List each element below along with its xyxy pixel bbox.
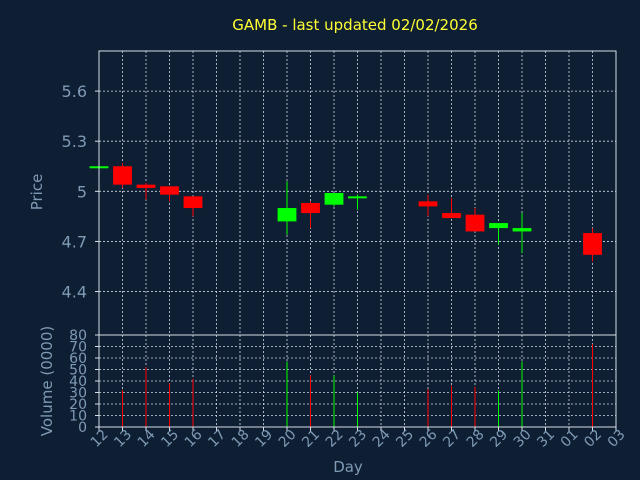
volume-tick-label: 70: [69, 340, 87, 356]
candle-body: [489, 223, 508, 229]
volume-tick-label: 0: [78, 420, 87, 436]
candlesticks: [89, 162, 602, 262]
price-tick-label: 5.3: [62, 132, 87, 151]
candle-body: [136, 184, 156, 188]
x-tick-label: 03: [605, 427, 629, 451]
candle-body: [465, 214, 485, 232]
x-tick-label: 31: [534, 427, 558, 451]
x-axis-label: Day: [333, 458, 363, 476]
price-axis-label: Price: [28, 174, 46, 211]
x-tick-label: 27: [440, 427, 464, 451]
x-tick-label: 29: [487, 427, 511, 451]
x-tick-label: 25: [393, 427, 417, 451]
x-tick-label: 16: [182, 427, 206, 451]
x-tick-label: 15: [158, 427, 182, 451]
x-axis-ticks: 12 13 14 15 16 17 18 19 20 21 22 23 24 25 26 27 28 29 30 31…: [88, 427, 629, 451]
x-tick-label: 26: [417, 427, 441, 451]
volume-tick-label: 30: [69, 386, 87, 402]
x-tick-label: 20: [276, 427, 300, 451]
candle-body: [301, 203, 320, 214]
x-tick-label: 12: [88, 427, 112, 451]
candle-body: [512, 228, 532, 232]
x-tick-label: 19: [252, 427, 276, 451]
x-tick-label: 30: [511, 427, 535, 451]
x-tick-label: 18: [229, 427, 253, 451]
candle-body: [113, 166, 132, 185]
x-tick-label: 14: [135, 427, 159, 451]
volume-tick-label: 20: [69, 397, 87, 413]
price-grid: [99, 51, 616, 335]
price-y-ticks: 4.4 4.7 5 5.3 5.6: [62, 82, 99, 302]
candle-body: [418, 201, 438, 207]
volume-tick-label: 10: [69, 409, 87, 425]
x-tick-label: 13: [111, 427, 135, 451]
volume-tick-label: 50: [69, 363, 87, 379]
volume-tick-label: 60: [69, 351, 87, 367]
price-panel: 4.4 4.7 5 5.3 5.6: [62, 50, 617, 336]
volume-axis-label: Volume (0000): [38, 326, 56, 436]
x-tick-label: 24: [370, 427, 394, 451]
candle-body: [324, 193, 344, 205]
x-tick-label: 22: [323, 427, 347, 451]
x-tick-label: 23: [346, 427, 370, 451]
volume-bars: [122, 344, 593, 427]
price-tick-label: 5: [77, 182, 87, 201]
price-tick-label: 5.6: [62, 82, 87, 101]
x-tick-label: 28: [464, 427, 488, 451]
candle-body: [442, 213, 461, 219]
candle-body: [160, 186, 179, 195]
candle-body: [348, 196, 367, 199]
volume-tick-label: 80: [69, 328, 87, 344]
candle-body: [183, 196, 203, 209]
candle-body: [277, 208, 297, 222]
price-tick-label: 4.7: [62, 232, 87, 251]
x-tick-label: 01: [558, 427, 582, 451]
x-tick-label: 21: [299, 427, 323, 451]
volume-tick-label: 40: [69, 374, 87, 390]
price-tick-label: 4.4: [62, 283, 87, 302]
x-tick-label: 17: [205, 427, 229, 451]
chart-title: GAMB - last updated 02/02/2026: [232, 16, 478, 34]
candle-body: [583, 233, 602, 255]
x-tick-label: 02: [581, 427, 605, 451]
